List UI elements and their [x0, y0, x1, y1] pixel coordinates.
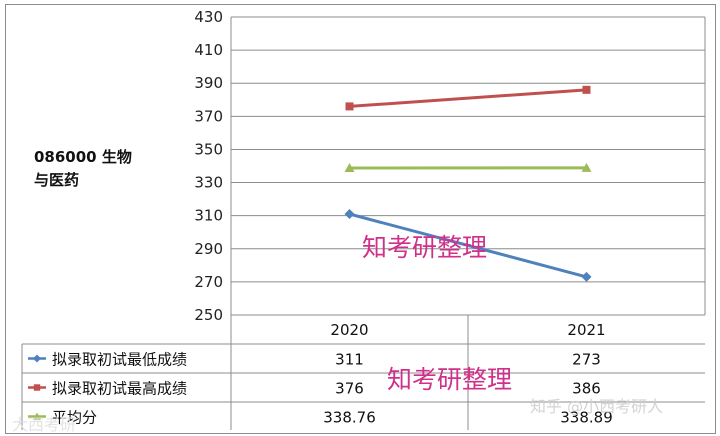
- data-point-2-0: [344, 163, 355, 173]
- y-tick-label-390: 390: [194, 74, 223, 92]
- y-tick-label-250: 250: [194, 306, 223, 324]
- series-line-0: [349, 212, 587, 279]
- y-tick-label-370: 370: [194, 107, 223, 125]
- legend-label-0: 拟录取初试最低成绩: [52, 351, 187, 369]
- data-point-1-1: [582, 85, 591, 94]
- y-tick-label-330: 330: [194, 174, 223, 192]
- data-label-2-1: 338.89: [560, 409, 613, 427]
- y-tick-label-430: 430: [194, 8, 223, 26]
- data-point-2-1: [581, 162, 592, 172]
- legend-marker-1: [33, 384, 41, 391]
- legend-marker-2: [33, 412, 41, 420]
- legend-marker-0: [33, 354, 41, 363]
- data-point-0-0: [344, 209, 355, 220]
- y-tick-label-270: 270: [194, 273, 223, 291]
- watermark-text-2: 知乎 @小西考研人: [530, 397, 663, 416]
- y-tick-label-310: 310: [194, 207, 223, 225]
- data-label-0-0: 311: [335, 351, 364, 369]
- legend-label-2: 平均分: [52, 409, 97, 427]
- y-tick-label-350: 350: [194, 140, 223, 158]
- x-tick-label-2020: 2020: [330, 321, 368, 339]
- data-label-1-1: 386: [572, 380, 601, 398]
- y-tick-label-410: 410: [194, 41, 223, 59]
- data-point-1-0: [345, 102, 354, 111]
- watermark-text-3: 大西考研: [12, 415, 76, 434]
- chart-frame: [5, 4, 716, 434]
- watermark-text-0: 知考研整理: [362, 233, 487, 262]
- data-label-2-0: 338.76: [323, 409, 376, 427]
- watermark-text-1: 知考研整理: [387, 365, 512, 394]
- y-axis-title: 086000 生物 与医药: [34, 148, 132, 189]
- x-tick-label-2021: 2021: [567, 321, 605, 339]
- legend-label-1: 拟录取初试最高成绩: [52, 380, 187, 398]
- data-point-0-1: [581, 271, 592, 282]
- data-label-0-1: 273: [572, 351, 601, 369]
- data-label-1-0: 376: [335, 380, 364, 398]
- y-tick-label-290: 290: [194, 240, 223, 258]
- series-line-1: [349, 88, 587, 108]
